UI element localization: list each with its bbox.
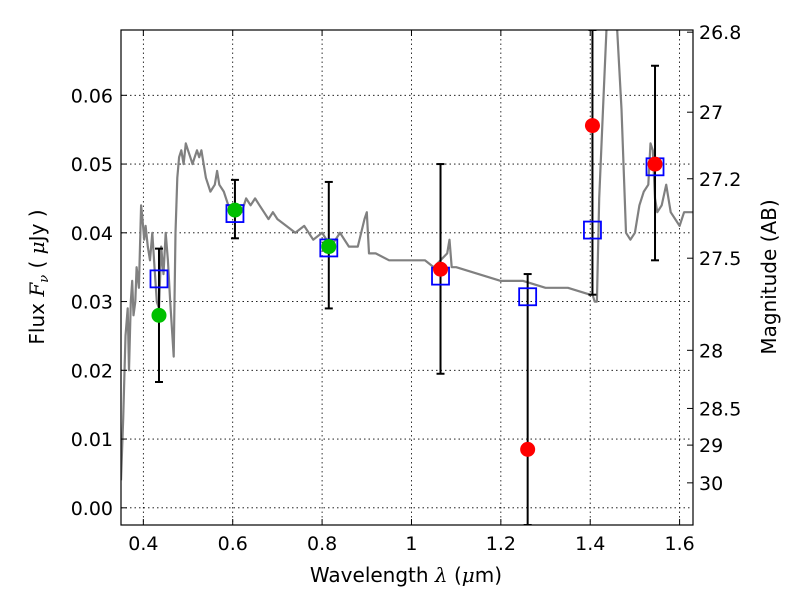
observed-optical-point	[227, 202, 243, 218]
x-tick-label: 0.8	[307, 533, 337, 555]
x-tick-label: 0.4	[128, 533, 158, 555]
x-axis: 0.4 0.6 0.8 1 1.2 1.4 1.6	[128, 30, 695, 555]
observed-optical-point	[151, 307, 167, 323]
y-tick-label: 0.00	[71, 498, 113, 520]
y2-tick-label: 29	[699, 435, 723, 457]
model-flux-markers	[149, 157, 665, 307]
observed-nir-point	[584, 118, 600, 134]
y2-tick-label: 27.2	[699, 169, 741, 191]
observed-nir-point	[647, 156, 663, 172]
plot-frame	[120, 29, 694, 526]
y-tick-label: 0.04	[71, 223, 113, 245]
x-tick-label: 1.6	[664, 533, 694, 555]
y-tick-label: 0.02	[71, 360, 113, 382]
x-tick-label: 0.6	[218, 533, 248, 555]
y2-tick-label: 27	[699, 102, 723, 124]
x-tick-label: 1.4	[575, 533, 605, 555]
y-tick-label: 0.03	[71, 292, 113, 314]
y2-tick-label: 28	[699, 340, 723, 362]
observed-nir-point	[433, 261, 449, 277]
y-axis-label: Flux Fν ( μJy )	[25, 209, 52, 344]
y2-tick-label: 28.5	[699, 398, 741, 420]
x-tick-label: 1	[405, 533, 417, 555]
grid	[121, 30, 693, 525]
x-tick-label: 1.2	[486, 533, 516, 555]
model-flux-marker	[583, 220, 602, 240]
y-axis: 0.00 0.01 0.02 0.03 0.04 0.05 0.06	[71, 85, 127, 520]
model-flux-marker	[518, 287, 538, 307]
x-axis-label: Wavelength λ (μm)	[310, 563, 502, 587]
observed-points	[151, 118, 663, 457]
y2-axis-label: Magnitude (AB)	[757, 199, 781, 354]
observed-optical-point	[321, 239, 337, 255]
plot-area	[121, 30, 693, 525]
y-tick-label: 0.06	[71, 85, 113, 107]
observed-nir-point	[520, 441, 536, 457]
model-spectrum-line	[121, 30, 693, 481]
y2-axis: 26.8 27 27.2 27.5 28 28.5 29 30	[687, 22, 741, 495]
model-flux-marker	[149, 269, 169, 289]
y2-tick-label: 26.8	[699, 22, 741, 44]
y2-tick-label: 30	[699, 473, 723, 495]
y-tick-label: 0.05	[71, 154, 113, 176]
errorbars	[154, 30, 660, 525]
y-tick-label: 0.01	[71, 429, 113, 451]
y2-tick-label: 27.5	[699, 248, 741, 270]
